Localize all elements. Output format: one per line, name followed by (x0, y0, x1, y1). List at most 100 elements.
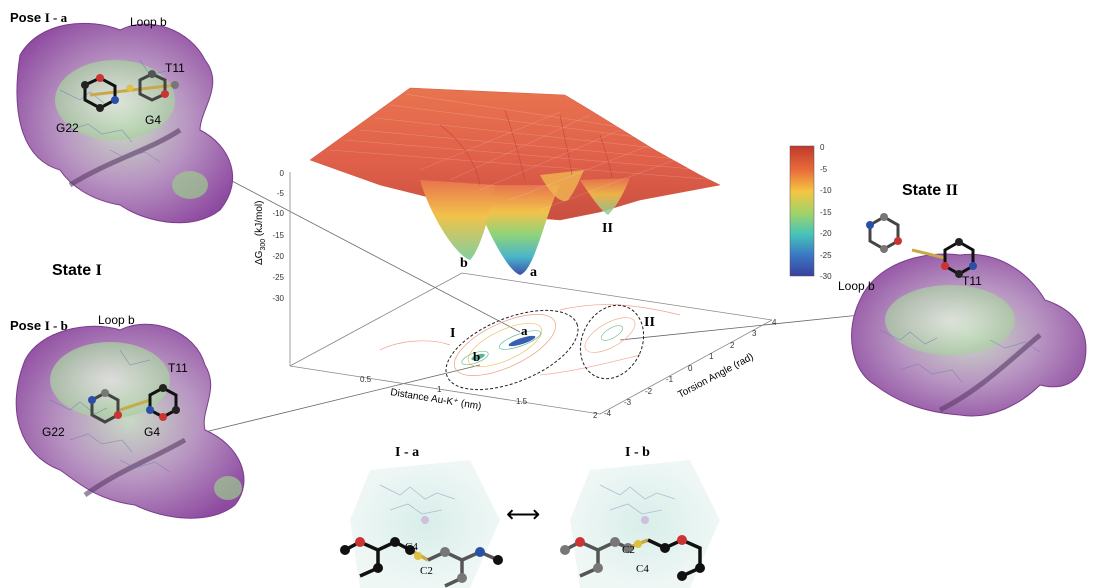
pose-ib-panel: Pose I - b Loop b T11 G22 G4 (10, 313, 245, 519)
state-ii-loop-label: Loop b (838, 279, 875, 293)
closeup-ia: I - a C4 C2 (340, 445, 503, 588)
y-tick: -2 (645, 387, 653, 396)
pose-ib-green-patch-2 (214, 476, 242, 500)
state-ii-t11-label: T11 (962, 274, 982, 288)
y-axis-label: Torsion Angle (rad) (676, 352, 755, 401)
pose-ia-loop-label: Loop b (130, 15, 167, 29)
closeup-ia-title: I - a (395, 445, 419, 460)
pose-ia-t11-label: T11 (165, 61, 185, 75)
colorbar-gradient (789, 145, 815, 277)
z-tick: -30 (272, 294, 284, 303)
closeup-ib-c2-label: C2 (622, 544, 635, 556)
colorbar-ticks: 0 -5 -10 -15 -20 -25 -30 (820, 143, 832, 281)
pose-ia-ribbon (68, 127, 182, 188)
z-tick: -10 (272, 209, 284, 218)
leader-line-state-ii (619, 314, 861, 341)
y-tick: -1 (666, 375, 674, 384)
closeup-ib: I - b C2 C4 (560, 445, 720, 588)
state-ii-green-patch (885, 285, 1015, 355)
x-tick: 0.5 (360, 375, 372, 384)
z-tick: -5 (277, 189, 285, 198)
state-ii-ribbon (938, 333, 1042, 413)
state-ii-label: State II (902, 182, 958, 199)
state-ii-panel: State II Loop b T11 (838, 182, 1087, 417)
y-tick: 0 (688, 364, 693, 373)
x-axis-ticks: 0.5 1 1.5 2 (360, 375, 598, 420)
pose-ib-g22-label: G22 (42, 425, 65, 439)
x-tick: 1 (437, 385, 442, 394)
surface-well-b (420, 180, 495, 260)
plot-axes-box (289, 172, 773, 415)
z-tick: -25 (272, 273, 284, 282)
state-ii-region (579, 304, 645, 380)
pose-ib-green-patch (50, 342, 170, 418)
contour-label-ii: II (644, 315, 655, 330)
pose-ia-title: Pose I - a (10, 10, 68, 25)
pose-ib-loop-label: Loop b (98, 313, 135, 327)
pose-exchange-arrow: ⟷ (506, 501, 540, 528)
pose-ia-g22-label: G22 (56, 121, 79, 135)
colorbar-tick: -30 (820, 272, 832, 281)
y-tick: 4 (772, 318, 777, 327)
pose-ib-t11-label: T11 (168, 361, 188, 375)
y-tick: 1 (709, 352, 714, 361)
surface-well-ii (580, 178, 630, 215)
colorbar-tick: -15 (820, 208, 832, 217)
colorbar: 0 -5 -10 -15 -20 -25 -30 (789, 143, 832, 281)
z-tick: 0 (280, 169, 285, 178)
colorbar-tick: -5 (820, 165, 828, 174)
state-ii-strands (879, 329, 1041, 383)
colorbar-tick: -20 (820, 229, 832, 238)
leader-line-pose-ia (229, 179, 521, 333)
pose-ia-g4-label: G4 (145, 113, 161, 127)
z-tick: -15 (272, 231, 284, 240)
surface-ridges (439, 109, 613, 186)
surface-label-b: b (460, 256, 468, 271)
surface-label-ii: II (602, 221, 613, 236)
colorbar-tick: -10 (820, 186, 832, 195)
contour-label-b: b (473, 349, 480, 364)
pose-ia-green-patch-2 (172, 171, 208, 199)
state-i-label: State I (52, 262, 102, 279)
well-b-contour-core (471, 353, 485, 361)
energy-surface (309, 87, 721, 275)
closeup-ia-c2-label: C2 (420, 565, 433, 577)
pose-ia-ligand (81, 70, 179, 112)
closeup-ib-title: I - b (625, 445, 650, 460)
closeup-ia-atoms (340, 537, 503, 583)
x-axis-label: Distance Au-K⁺ (nm) (390, 387, 483, 412)
closeup-ia-strands (379, 484, 456, 524)
surface-mesh (329, 93, 721, 211)
pose-ib-strands (49, 349, 171, 473)
pose-ib-ligand (88, 384, 180, 424)
z-tick: -20 (272, 252, 284, 261)
colorbar-tick: -25 (820, 251, 832, 260)
y-tick: -4 (604, 409, 612, 418)
state-i-region (445, 309, 579, 391)
z-axis-label: ΔG300 (kJ/mol) (254, 201, 267, 266)
contour-map: I a b II (379, 304, 681, 391)
pose-ia-panel: Pose I - a Loop b T11 G22 G4 (10, 10, 234, 224)
pose-ib-g4-label: G4 (144, 425, 160, 439)
surface-well-a (470, 185, 560, 275)
leader-lines (204, 179, 861, 433)
well-a-contour-core (508, 335, 536, 347)
colorbar-tick: 0 (820, 143, 825, 152)
closeup-ib-atoms (560, 535, 705, 581)
x-tick: 2 (593, 411, 598, 420)
y-tick: -3 (624, 398, 632, 407)
state-ii-ligand (866, 213, 977, 278)
closeup-ib-c4-label: C4 (636, 563, 649, 575)
y-axis-ticks: -4 -3 -2 -1 0 1 2 3 4 (604, 318, 777, 418)
pose-ib-title: Pose I - b (10, 318, 68, 333)
surface-label-a: a (530, 265, 537, 280)
surface-well-small (540, 170, 584, 201)
closeup-ia-c4-label: C4 (405, 541, 418, 553)
pose-ib-ribbon (83, 437, 187, 498)
contour-label-a: a (521, 323, 528, 338)
contour-lines (379, 304, 681, 376)
z-axis-ticks: 0 -5 -10 -15 -20 -25 -30 (272, 169, 284, 303)
leader-line-pose-ib (204, 364, 481, 433)
closeup-ib-strands (599, 484, 676, 524)
